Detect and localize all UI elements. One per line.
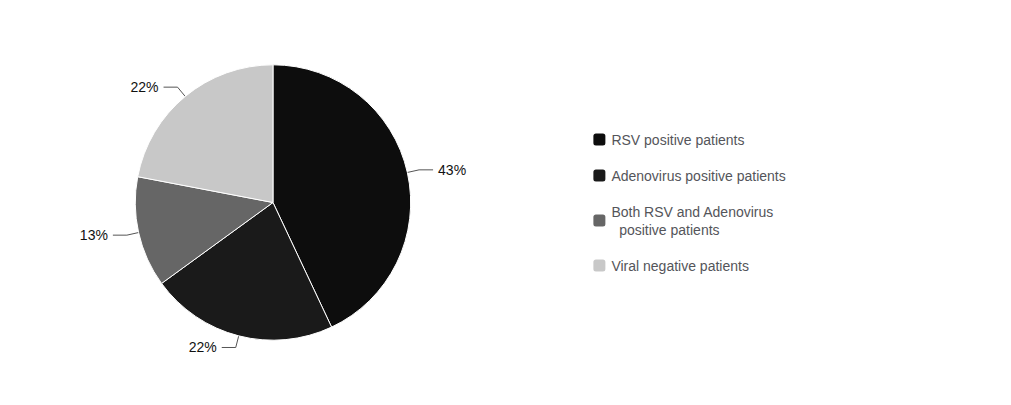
svg-text:22%: 22% xyxy=(189,339,217,355)
svg-text:Both RSV and Adenovirus: Both RSV and Adenovirus xyxy=(611,204,773,220)
svg-text:22%: 22% xyxy=(131,79,159,95)
svg-text:positive patients: positive patients xyxy=(611,222,719,238)
svg-text:43%: 43% xyxy=(438,162,466,178)
svg-text:Viral negative patients: Viral negative patients xyxy=(611,258,749,274)
svg-text:Adenovirus positive patients: Adenovirus positive patients xyxy=(611,168,785,184)
svg-text:RSV positive patients: RSV positive patients xyxy=(611,132,744,148)
svg-text:13%: 13% xyxy=(80,227,108,243)
